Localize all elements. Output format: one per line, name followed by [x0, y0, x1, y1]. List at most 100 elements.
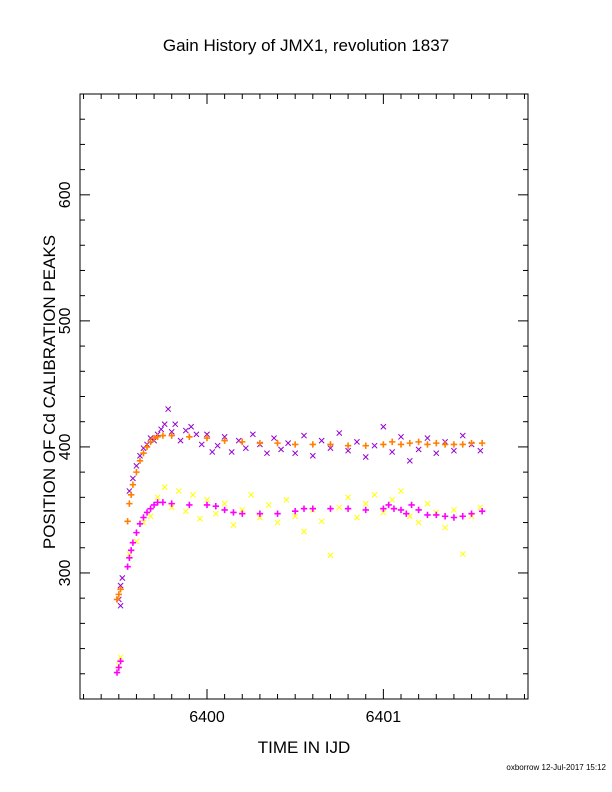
- data-point: [186, 501, 193, 509]
- data-point: [147, 438, 154, 446]
- data-point: [168, 428, 175, 435]
- data-point: [397, 506, 405, 514]
- data-point: [204, 431, 210, 438]
- data-point: [140, 514, 147, 521]
- data-point: [168, 432, 175, 439]
- data-point: [477, 447, 484, 454]
- data-point: [186, 433, 193, 441]
- data-point: [345, 447, 352, 454]
- data-point: [182, 427, 189, 434]
- data-point: [239, 438, 246, 446]
- data-point: [115, 591, 123, 598]
- data-point: [309, 452, 316, 459]
- data-point: [189, 491, 196, 498]
- data-point: [248, 491, 255, 498]
- data-point: [209, 449, 216, 455]
- data-point: [403, 510, 410, 517]
- data-point: [397, 441, 405, 448]
- data-point: [406, 439, 414, 447]
- data-point: [390, 505, 398, 512]
- data-point: [292, 450, 299, 457]
- data-point: [318, 437, 325, 444]
- data-point: [459, 441, 466, 448]
- data-point: [129, 539, 137, 546]
- data-point: [159, 432, 167, 439]
- data-point: [124, 563, 131, 570]
- data-point: [345, 494, 352, 501]
- data-point: [441, 441, 449, 448]
- data-point: [182, 508, 189, 515]
- data-point: [362, 500, 369, 507]
- data-point: [274, 510, 281, 517]
- data-point: [119, 575, 126, 581]
- data-point: [424, 441, 431, 448]
- data-point: [309, 505, 317, 512]
- x-tick-label: 6401: [366, 709, 402, 726]
- data-point: [450, 506, 457, 513]
- y-axis-label: POSITION OF Cd CALIBRATION PEAKS: [40, 234, 59, 550]
- data-point: [380, 505, 387, 512]
- data-point: [168, 504, 175, 511]
- data-point: [159, 499, 167, 506]
- data-point: [433, 450, 440, 457]
- data-point: [424, 500, 431, 507]
- x-axis-label: TIME IN IJD: [257, 738, 351, 757]
- data-point: [380, 509, 387, 516]
- data-point: [283, 496, 290, 503]
- data-point: [441, 513, 449, 520]
- data-point: [424, 511, 431, 519]
- data-point: [318, 518, 325, 525]
- data-point: [221, 437, 228, 444]
- axis-ticks: [80, 94, 528, 699]
- data-point: [406, 457, 413, 464]
- data-point: [154, 433, 161, 441]
- data-point: [188, 423, 195, 430]
- data-point: [136, 520, 144, 528]
- data-point: [309, 441, 317, 448]
- data-point: [450, 514, 458, 521]
- data-point: [371, 491, 378, 498]
- data-point: [274, 519, 281, 526]
- data-point: [450, 441, 458, 448]
- data-point: [478, 507, 486, 515]
- data-point: [344, 505, 352, 512]
- data-point: [150, 434, 158, 442]
- data-point: [193, 431, 200, 438]
- data-point: [177, 437, 184, 444]
- data-point: [362, 442, 369, 449]
- data-point: [291, 441, 299, 448]
- data-point: [150, 501, 158, 509]
- data-point: [113, 669, 121, 676]
- data-point: [239, 506, 246, 513]
- data-point: [136, 457, 144, 464]
- data-point: [158, 426, 165, 433]
- data-point: [327, 445, 334, 452]
- data-point: [242, 445, 249, 452]
- data-point: [249, 431, 256, 438]
- data-point: [212, 502, 220, 510]
- data-point: [278, 446, 285, 453]
- data-point: [301, 528, 307, 535]
- data-point: [271, 435, 277, 442]
- data-point: [143, 509, 151, 516]
- data-point: [221, 433, 228, 440]
- data-point: [327, 552, 334, 559]
- data-marks: [113, 406, 486, 676]
- x-tick-label: 6400: [189, 709, 225, 726]
- data-point: [291, 507, 299, 515]
- data-point: [415, 519, 422, 526]
- y-tick-label: 300: [57, 560, 74, 587]
- data-point: [129, 481, 137, 488]
- data-point: [389, 496, 396, 503]
- data-point: [117, 654, 124, 661]
- footer-stamp: oxborrow 12-Jul-2017 15:12: [506, 763, 606, 772]
- data-point: [161, 484, 168, 491]
- data-point: [230, 522, 237, 529]
- data-point: [478, 439, 486, 447]
- data-point: [172, 421, 179, 428]
- data-point: [385, 501, 392, 509]
- data-point: [117, 602, 124, 609]
- data-point: [113, 596, 121, 603]
- data-point: [117, 657, 124, 665]
